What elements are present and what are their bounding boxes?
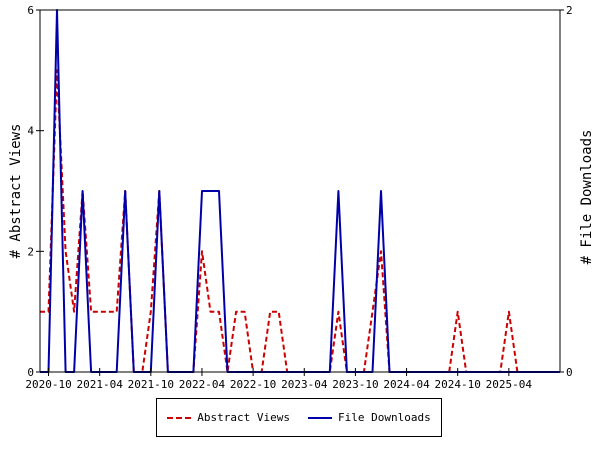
legend-swatch-dashed: [167, 416, 192, 419]
axes: 0 2 4 6 0 2 2020-10 2021-04 2021-10 2022-04 2022-1…: [25, 4, 572, 391]
x-tick-label: 2021-10: [128, 378, 174, 391]
x-tick-label: 2022-10: [230, 378, 276, 391]
y-axis-left-label: # Abstract Views: [8, 124, 24, 259]
legend-label: Abstract Views: [197, 411, 290, 424]
x-tick-label: 2023-04: [281, 378, 328, 391]
legend-entry-abstract-views: Abstract Views: [167, 411, 290, 424]
legend-swatch-solid: [308, 416, 332, 419]
legend-entry-file-downloads: File Downloads: [308, 411, 431, 424]
x-tick-label: 2023-10: [332, 378, 378, 391]
x-tick-label: 2022-04: [179, 378, 226, 391]
x-tick-label: 2024-10: [435, 378, 481, 391]
y-right-tick-label: 2: [566, 4, 573, 17]
y-left-tick-label: 0: [27, 366, 34, 379]
y-left-tick-label: 4: [27, 125, 34, 138]
y-left-tick-label: 2: [27, 245, 34, 258]
plot-marks: [40, 9, 560, 373]
x-tick-label: 2020-10: [25, 378, 71, 391]
x-tick-label: 2025-04: [486, 378, 533, 391]
series-line-file-downloads: [40, 9, 560, 373]
y-right-tick-label: 0: [566, 366, 573, 379]
y-left-tick-label: 6: [27, 4, 34, 17]
x-tick-label: 2021-04: [76, 378, 123, 391]
legend: Abstract Views File Downloads: [156, 398, 442, 437]
y-axis-right-label: # File Downloads: [579, 130, 595, 265]
legend-label: File Downloads: [338, 411, 431, 424]
x-tick-label: 2024-04: [383, 378, 430, 391]
plot-frame: [39, 9, 561, 373]
